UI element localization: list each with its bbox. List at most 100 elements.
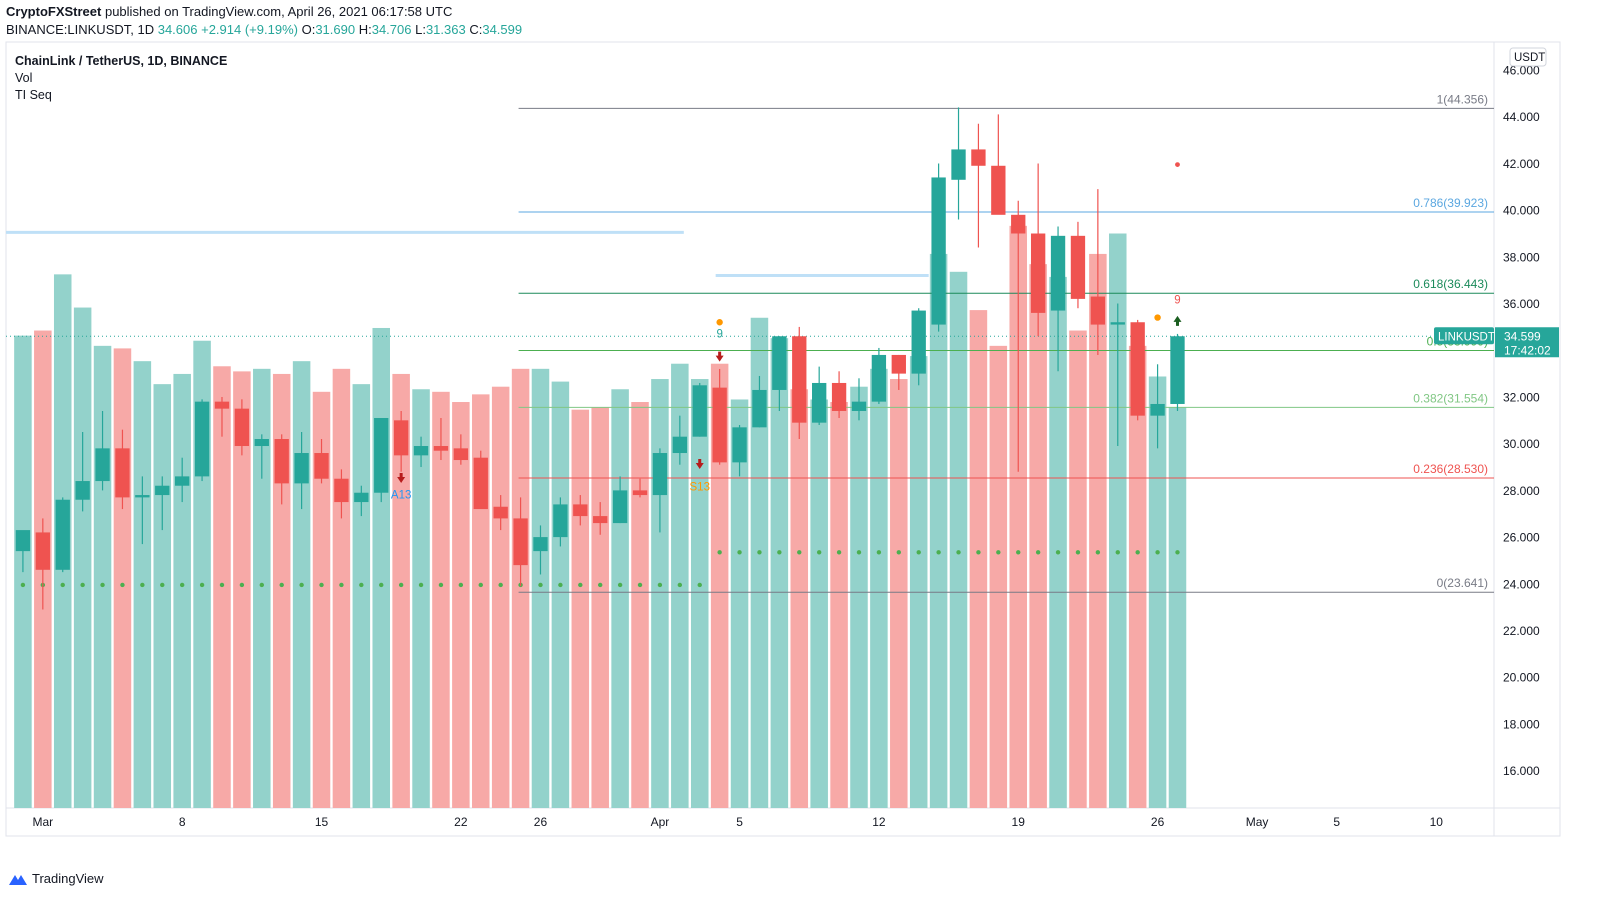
- last-price-tag: [1495, 327, 1559, 358]
- time-tick-label: Mar: [32, 815, 53, 829]
- volume-bar: [909, 356, 928, 808]
- volume-bar: [710, 363, 729, 808]
- volume-bar: [332, 368, 351, 808]
- support-dot: [339, 582, 344, 588]
- time-tick-label: 26: [1151, 815, 1165, 829]
- volume-bar: [432, 391, 450, 808]
- candle-body: [75, 481, 90, 500]
- candle-body: [393, 420, 409, 456]
- volume-bar: [890, 379, 908, 808]
- support-dot: [538, 582, 543, 588]
- candle-body: [35, 532, 50, 570]
- volume-bar: [352, 384, 371, 808]
- candle-body: [433, 446, 449, 451]
- support-dot: [876, 550, 882, 555]
- support-dot: [60, 582, 65, 588]
- low-value: 31.363: [425, 22, 466, 37]
- candle-body: [533, 537, 548, 552]
- volume-bar: [531, 368, 550, 808]
- fib-level-label: 0(23.641): [1437, 576, 1488, 590]
- candle-body: [692, 385, 707, 437]
- support-dot: [757, 550, 762, 555]
- volume-bar: [1009, 225, 1027, 809]
- volume-bar: [730, 399, 749, 808]
- support-dot: [418, 582, 424, 588]
- price-tick-label: 26.000: [1503, 531, 1540, 545]
- time-tick-label: 5: [736, 815, 743, 829]
- candle-body: [254, 439, 269, 447]
- support-dot: [100, 582, 105, 588]
- support-dot: [936, 550, 941, 555]
- candle-body: [234, 408, 250, 447]
- close-key: C:: [469, 22, 483, 37]
- support-dot: [916, 550, 921, 555]
- volume-bar: [850, 386, 868, 808]
- price-tick-label: 16.000: [1503, 764, 1540, 778]
- support-dot: [1095, 550, 1101, 555]
- support-dot: [20, 582, 26, 588]
- support-dot: [398, 582, 404, 588]
- volume-bar: [1089, 253, 1107, 809]
- td-seq-label: 9: [1174, 295, 1180, 307]
- price-tick-label: 18.000: [1503, 717, 1540, 731]
- ohlc-line: BINANCE:LINKUSDT, 1D 34.606 +2.914 (+9.1…: [6, 22, 522, 37]
- time-tick-label: 8: [179, 815, 186, 829]
- candle-body: [871, 354, 887, 402]
- time-tick-label: May: [1246, 815, 1269, 829]
- candle-body: [473, 457, 488, 510]
- candle-body: [812, 382, 827, 423]
- last-price-value: 34.599: [1504, 329, 1541, 343]
- candle-body: [1090, 296, 1106, 325]
- support-dot: [1155, 550, 1160, 555]
- volume-bar: [233, 371, 251, 808]
- candle-body: [891, 354, 906, 374]
- volume-bar: [1069, 330, 1087, 808]
- support-dot: [279, 582, 284, 588]
- support-dot: [478, 582, 483, 588]
- tradingview-logo[interactable]: TradingView: [8, 871, 104, 886]
- candle-body: [612, 490, 628, 524]
- volume-bar: [452, 402, 470, 808]
- legend-volume[interactable]: Vol: [15, 71, 33, 85]
- bar-countdown: 17:42:02: [1504, 343, 1551, 357]
- volume-bar: [830, 402, 848, 808]
- support-dot: [558, 582, 563, 588]
- candle-body: [752, 389, 767, 428]
- support-dot: [737, 550, 742, 555]
- publish-info: CryptoFXStreet published on TradingView.…: [6, 4, 452, 19]
- sell-arrow-icon: [397, 473, 406, 484]
- volume-bar: [611, 389, 629, 808]
- support-dot: [677, 582, 683, 588]
- candle-body: [991, 165, 1006, 215]
- candle-body: [413, 446, 429, 456]
- support-dot: [856, 550, 862, 555]
- support-dot: [1135, 550, 1140, 555]
- support-dot: [1115, 550, 1120, 555]
- volume-bar: [511, 368, 530, 808]
- volume-bar: [1029, 264, 1047, 808]
- symbol-tag-label: LINKUSDT: [1438, 331, 1495, 343]
- volume-bar: [113, 348, 132, 808]
- candle-body: [632, 490, 648, 496]
- support-dot: [976, 550, 981, 555]
- candle-body: [1011, 214, 1026, 234]
- volume-bar: [312, 391, 331, 808]
- candle-body: [831, 382, 847, 411]
- time-tick-label: 26: [534, 815, 548, 829]
- support-dot: [836, 550, 842, 555]
- support-dot: [657, 582, 663, 588]
- candle-body: [214, 401, 230, 409]
- support-dot: [160, 582, 165, 588]
- volume-bar: [1049, 276, 1067, 808]
- legend-indicator[interactable]: TI Seq: [15, 88, 52, 102]
- support-dot: [239, 582, 245, 588]
- volume-bar: [750, 317, 769, 808]
- candle-body: [493, 506, 508, 519]
- chart-frame: [5, 41, 1561, 837]
- candle-body: [314, 453, 329, 479]
- support-dot: [637, 582, 643, 588]
- candle-body: [155, 485, 170, 496]
- candle-body: [55, 499, 70, 570]
- support-dot: [498, 582, 503, 588]
